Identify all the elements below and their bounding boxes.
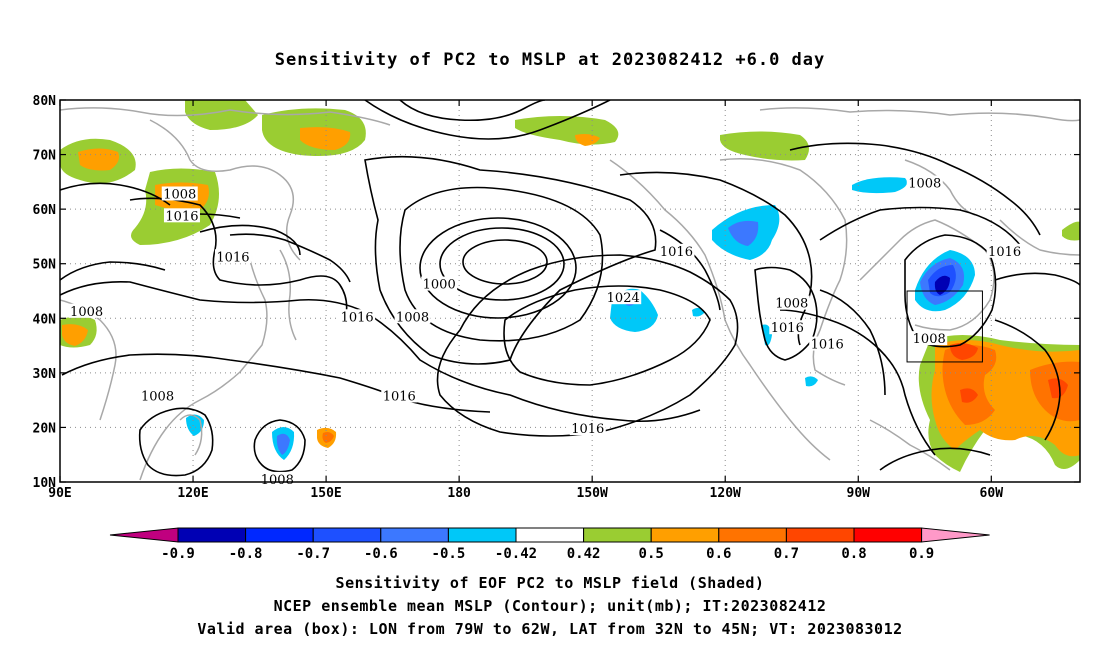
- contour-label: 1008: [141, 389, 174, 404]
- contour-label-bg: [569, 421, 606, 436]
- lon-label: 180: [447, 486, 471, 501]
- colorbar-bin: [785, 527, 855, 543]
- contour-label: 1016: [988, 245, 1021, 260]
- caption-line-2: NCEP ensemble mean MSLP (Contour); unit(…: [273, 597, 827, 615]
- figure-title: Sensitivity of PC2 to MSLP at 2023082412…: [274, 50, 826, 70]
- colorbar-label: -0.7: [296, 546, 330, 562]
- contour-label-bg: [139, 388, 176, 403]
- contour-label-bg: [906, 175, 943, 190]
- lat-label: 20N: [33, 421, 57, 436]
- colorbar-bin: [177, 527, 247, 543]
- lon-label: 120W: [710, 486, 741, 501]
- contour-label-bg: [769, 320, 806, 335]
- colorbar-bin: [718, 527, 787, 543]
- contour-label-bg: [809, 336, 846, 351]
- lon-label: 150E: [310, 486, 341, 501]
- lat-label: 80N: [33, 94, 57, 109]
- colorbar-label: -0.5: [432, 546, 466, 562]
- contour-labels: 1008 1016 1016 1008 1016 1000 1008 1008 1016 1008…: [68, 175, 1023, 488]
- lon-label: 90E: [48, 486, 71, 501]
- map-axes: 90E 120E 150E 180 150W 120W 90W 60W 80N 70N 60N 50N…: [33, 94, 1080, 501]
- contour-label-bg: [394, 309, 431, 324]
- contour-label: 1008: [913, 332, 946, 347]
- contour-label-bg: [658, 243, 695, 258]
- colorbar-bin: [853, 527, 923, 543]
- lat-label: 60N: [33, 203, 57, 218]
- sensitivity-shading: [60, 100, 1080, 472]
- caption-line-3: Valid area (box): LON from 79W to 62W, L…: [197, 620, 903, 638]
- contour-label-bg: [214, 249, 251, 264]
- lon-label: 120E: [177, 486, 208, 501]
- lat-label: 70N: [33, 149, 57, 164]
- contour-label: 1016: [216, 250, 249, 265]
- colorbar-label: -0.8: [229, 546, 263, 562]
- lat-label: 40N: [33, 312, 57, 327]
- contour-label-bg: [68, 303, 105, 318]
- contour-label-bg: [605, 290, 642, 305]
- lat-label: 10N: [33, 476, 57, 491]
- contour-label-bg: [163, 208, 200, 223]
- colorbar-bin: [312, 527, 382, 543]
- colorbar-label: -0.9: [161, 546, 195, 562]
- contour-label: 1016: [383, 389, 416, 404]
- lon-label: 90W: [847, 486, 871, 501]
- colorbar-bin: [245, 527, 314, 543]
- map-frame: [59, 99, 1081, 483]
- contour-label: 1008: [775, 297, 808, 312]
- contour-label-bg: [986, 243, 1023, 258]
- contour-label-bg: [421, 276, 458, 291]
- colorbar-bin: [447, 527, 517, 543]
- contour-label: 1000: [423, 278, 456, 293]
- contour-label: 1016: [811, 338, 844, 353]
- colorbar-above-triangle: [921, 527, 990, 543]
- coastlines: [60, 107, 1080, 481]
- colorbar-label: 0.9: [909, 546, 934, 562]
- colorbar-bin: [515, 527, 585, 543]
- colorbar: -0.9 -0.8 -0.7 -0.6 -0.5 -0.42 0.42 0.5 0.6 0.7 0.…: [109, 527, 990, 562]
- contour-label: 1008: [261, 473, 294, 488]
- contour-label: 1008: [70, 305, 103, 320]
- contour-label: 1024: [607, 291, 640, 306]
- colorbar-bin: [650, 527, 720, 543]
- contour-label-bg: [773, 295, 810, 310]
- contour-label-bg: [339, 309, 376, 324]
- valid-area-box: [906, 290, 983, 363]
- colorbar-below-triangle: [109, 527, 179, 543]
- contour-label-bg: [381, 388, 418, 403]
- contour-label-bg: [161, 186, 198, 201]
- contour-label: 1016: [165, 209, 198, 224]
- colorbar-bin: [583, 527, 652, 543]
- colorbar-label: 0.5: [639, 546, 664, 562]
- colorbar-label: 0.7: [774, 546, 799, 562]
- contour-label: 1008: [396, 310, 429, 325]
- contour-label: 1016: [660, 245, 693, 260]
- contour-label: 1016: [571, 422, 604, 437]
- colorbar-label: 0.8: [841, 546, 866, 562]
- contour-label: 1016: [771, 321, 804, 336]
- contour-label: 1008: [163, 188, 196, 203]
- contour-label: 1008: [908, 177, 941, 192]
- lat-label: 30N: [33, 367, 57, 382]
- caption-line-1: Sensitivity of EOF PC2 to MSLP field (Sh…: [335, 574, 765, 592]
- contour-label-bg: [911, 331, 948, 346]
- colorbar-label: -0.42: [495, 546, 537, 562]
- map-panel: 1008 1016 1016 1008 1016 1000 1008 1008 1016 1008…: [33, 94, 1081, 501]
- contour-label: 1016: [341, 310, 374, 325]
- lon-label: 60W: [980, 486, 1004, 501]
- mslp-contours: [60, 100, 1080, 477]
- colorbar-label: 0.42: [567, 546, 601, 562]
- colorbar-label: -0.6: [364, 546, 398, 562]
- colorbar-bin: [380, 527, 449, 543]
- colorbar-label: 0.6: [706, 546, 731, 562]
- lat-label: 50N: [33, 258, 57, 273]
- lon-label: 150W: [577, 486, 608, 501]
